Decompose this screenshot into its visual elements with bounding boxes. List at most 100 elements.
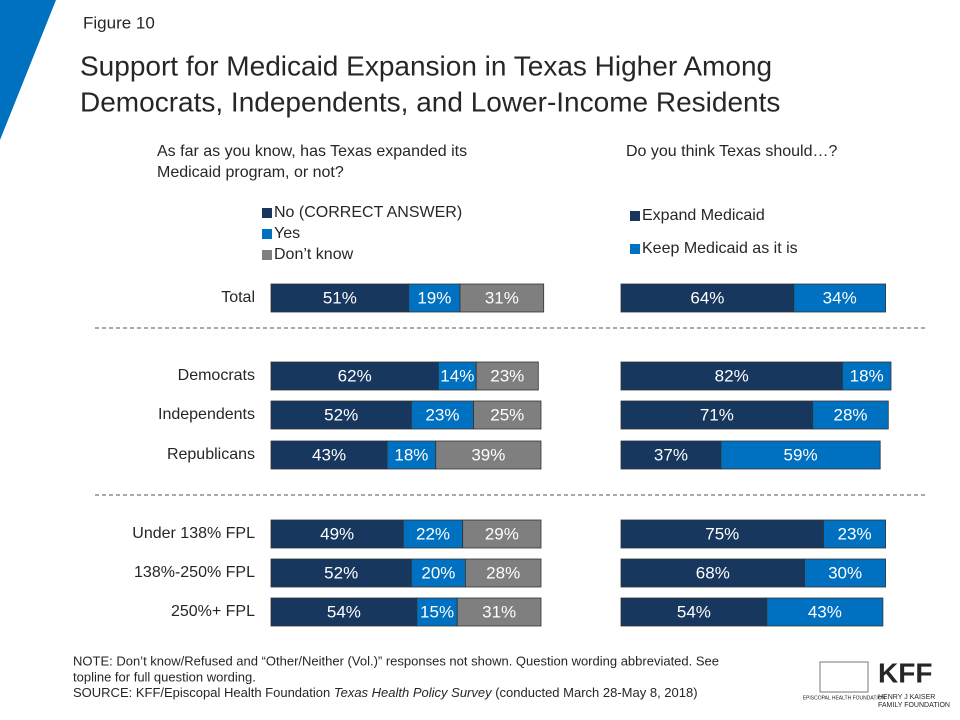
value-label: 43% [312,445,346,464]
figure-label: Figure 10 [83,13,155,32]
value-label: 39% [471,445,505,464]
note: topline for full question wording. [73,669,256,684]
category-label: Under 138% FPL [132,525,255,542]
bar-segment [435,440,542,470]
legend-label: Yes [274,225,300,242]
value-label: 54% [327,602,361,621]
bar-segment [620,519,824,549]
bar-segment [620,400,814,430]
value-label: 71% [700,405,734,424]
value-label: 64% [690,288,724,307]
legend-swatch [630,211,640,221]
value-label: 51% [323,288,357,307]
value-label: 43% [808,602,842,621]
bar-segment [459,283,545,313]
kff-logo: KFF [878,657,932,688]
kff-name: HENRY J KAISER [878,694,935,701]
bar-segment [270,519,404,549]
legend-label: Don’t know [274,246,354,263]
bar-segment [620,283,795,313]
value-label: 18% [394,445,428,464]
ehf-logo [819,661,869,693]
value-label: 52% [324,405,358,424]
value-label: 14% [440,366,474,385]
bar-segment [462,519,542,549]
corner-accent [0,0,56,140]
legend-swatch [262,250,272,260]
value-label: 62% [338,366,372,385]
value-label: 37% [654,445,688,464]
bar-segment [620,558,806,588]
bar-segment [270,440,388,470]
bar-segment [804,558,886,588]
value-label: 59% [784,445,818,464]
value-label: 30% [828,563,862,582]
bar-segment [416,597,458,627]
bar-segment [464,558,542,588]
bar-segment [812,400,889,430]
bar-segment [270,558,412,588]
value-label: 52% [324,563,358,582]
value-label: 82% [715,366,749,385]
source-text: SOURCE: KFF/Episcopal Health Foundation [73,685,334,700]
bar-segment [823,519,886,549]
bar-segment [408,283,461,313]
value-label: 18% [850,366,884,385]
value-label: 15% [420,602,454,621]
legend-label: Expand Medicaid [642,207,765,224]
value-label: 19% [417,288,451,307]
value-label: 23% [490,366,524,385]
category-label: 250%+ FPL [171,603,255,620]
value-label: 49% [320,524,354,543]
panel-subtitle: Medicaid program, or not? [157,164,344,181]
value-label: 23% [838,524,872,543]
value-label: 22% [416,524,450,543]
bar-segment [270,361,439,391]
bar-segment [475,361,539,391]
bar-segment [842,361,892,391]
bar-segment [456,597,542,627]
value-label: 68% [696,563,730,582]
bar-segment [410,558,466,588]
value-label: 54% [677,602,711,621]
legend-swatch [262,208,272,218]
bar-segment [620,440,722,470]
bar-segment [270,597,418,627]
ehf-logo-text: EPISCOPAL HEALTH FOUNDATION [803,695,886,701]
legend-label: Keep Medicaid as it is [642,240,798,257]
value-label: 20% [421,563,455,582]
value-label: 23% [425,405,459,424]
category-label: Democrats [178,367,255,384]
source-survey: Texas Health Policy Survey [334,685,493,700]
bar-segment [793,283,886,313]
bar-segment [437,361,477,391]
title-line: Support for Medicaid Expansion in Texas … [80,50,772,81]
legend-label: No (CORRECT ANSWER) [274,204,462,221]
category-label: 138%-250% FPL [134,564,255,581]
value-label: 25% [490,405,524,424]
kff-name: FAMILY FOUNDATION [878,702,950,709]
legend-swatch [630,244,640,254]
value-label: 75% [705,524,739,543]
value-label: 28% [833,405,867,424]
category-label: Total [221,289,255,306]
bar-segment [410,400,474,430]
value-label: 28% [486,563,520,582]
panel-subtitle: Do you think Texas should…? [626,143,837,160]
bar-segment [473,400,542,430]
legend-swatch [262,229,272,239]
category-label: Republicans [167,446,255,463]
bar-segment [402,519,464,549]
title-line: Democrats, Independents, and Lower-Incom… [80,86,780,117]
panel-subtitle: As far as you know, has Texas expanded i… [157,143,467,160]
source-text: (conducted March 28-May 8, 2018) [492,685,698,700]
value-label: 29% [485,524,519,543]
bar-segment [720,440,881,470]
value-label: 31% [485,288,519,307]
bar-segment [270,283,410,313]
bar-segment [270,400,412,430]
value-label: 34% [823,288,857,307]
note: NOTE: Don’t know/Refused and “Other/Neit… [73,653,719,668]
source: SOURCE: KFF/Episcopal Health Foundation … [73,685,698,700]
